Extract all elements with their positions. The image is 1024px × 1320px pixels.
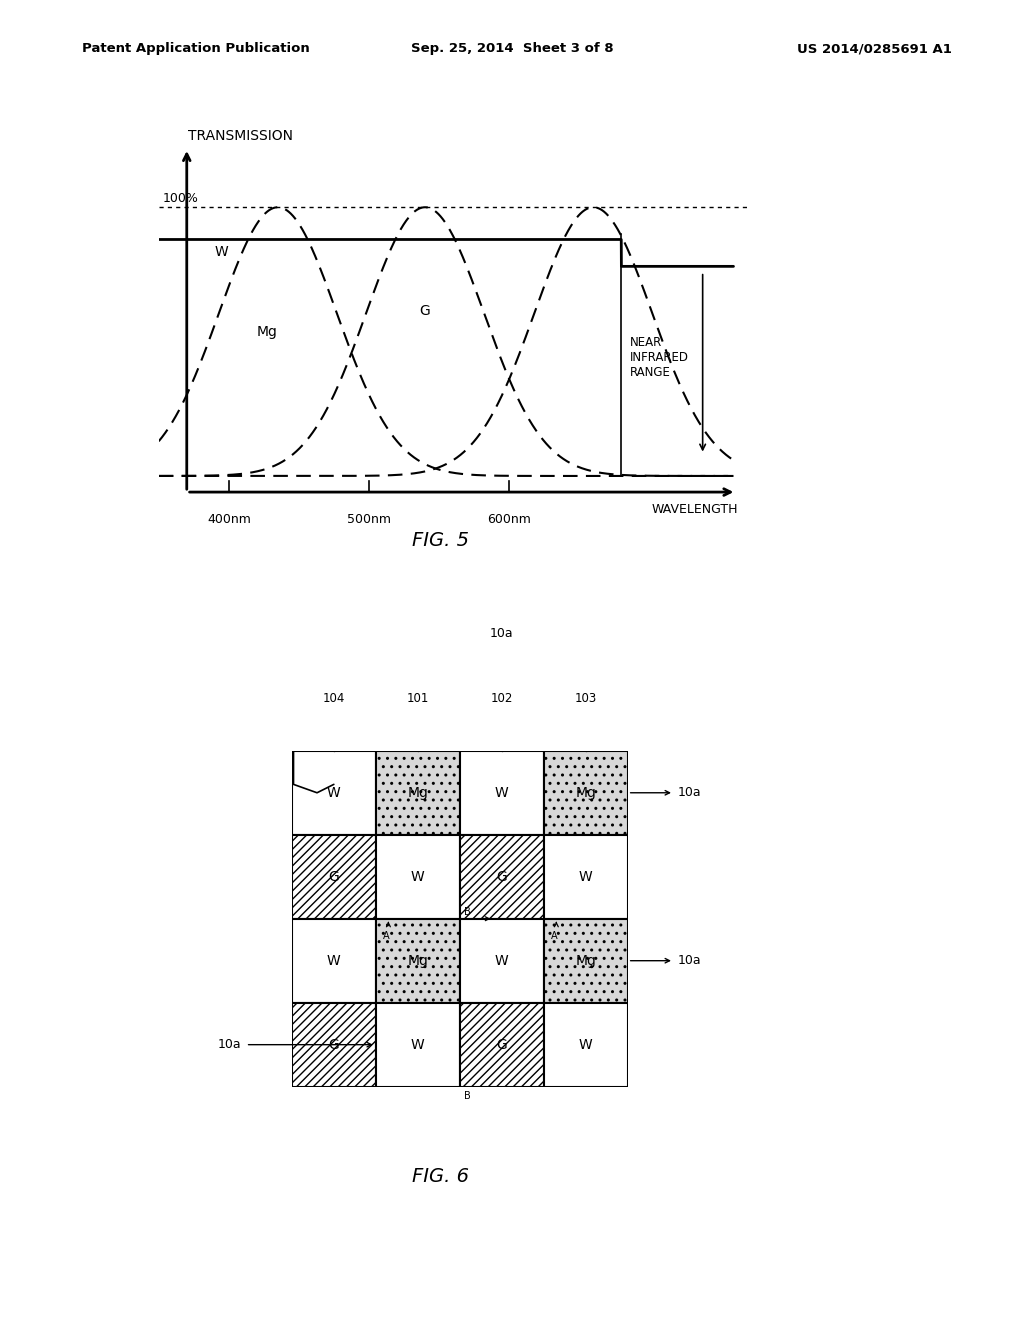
Text: W: W [327, 785, 341, 800]
Text: NEAR
INFRARED
RANGE: NEAR INFRARED RANGE [630, 337, 689, 379]
Bar [544, 834, 628, 919]
Text: W: W [327, 954, 341, 968]
Text: W: W [579, 1038, 593, 1052]
Text: B: B [464, 907, 471, 917]
Text: A: A [383, 931, 389, 941]
Text: W: W [495, 785, 509, 800]
Text: G: G [329, 1038, 339, 1052]
Bar [292, 834, 376, 919]
Text: G: G [497, 870, 507, 883]
Text: Mg: Mg [408, 785, 428, 800]
Text: 104: 104 [323, 692, 345, 705]
Bar [376, 1003, 460, 1086]
Text: Mg: Mg [575, 785, 596, 800]
Text: W: W [411, 1038, 425, 1052]
Text: G: G [420, 304, 430, 318]
Text: WAVELENGTH: WAVELENGTH [651, 503, 737, 516]
Text: A: A [551, 931, 557, 941]
Text: W: W [579, 870, 593, 883]
Text: TRANSMISSION: TRANSMISSION [188, 129, 293, 143]
Text: Mg: Mg [408, 954, 428, 968]
Bar [544, 919, 628, 1003]
Text: Patent Application Publication: Patent Application Publication [82, 42, 309, 55]
Bar [292, 1003, 376, 1086]
Text: Mg: Mg [575, 954, 596, 968]
Text: 10a: 10a [678, 787, 701, 800]
Bar [460, 1003, 544, 1086]
Text: FIG. 5: FIG. 5 [412, 531, 469, 549]
Text: W: W [215, 244, 228, 259]
Text: G: G [329, 870, 339, 883]
Text: Mg: Mg [256, 325, 278, 339]
Bar [376, 751, 460, 834]
Text: 102: 102 [490, 692, 513, 705]
Text: W: W [495, 954, 509, 968]
Bar [292, 919, 376, 1003]
Text: G: G [497, 1038, 507, 1052]
Text: 10a: 10a [678, 954, 701, 968]
Bar [544, 751, 628, 834]
Text: 100%: 100% [163, 191, 199, 205]
Text: FIG. 6: FIG. 6 [412, 1167, 469, 1185]
Bar [544, 1003, 628, 1086]
Bar [460, 919, 544, 1003]
Bar [292, 751, 376, 834]
Bar [376, 834, 460, 919]
Text: B: B [464, 1090, 471, 1101]
Text: 101: 101 [407, 692, 429, 705]
Text: Sep. 25, 2014  Sheet 3 of 8: Sep. 25, 2014 Sheet 3 of 8 [411, 42, 613, 55]
Text: 10a: 10a [218, 1038, 242, 1051]
Text: W: W [411, 870, 425, 883]
Bar [376, 919, 460, 1003]
Bar [460, 834, 544, 919]
Bar [460, 751, 544, 834]
Text: 103: 103 [574, 692, 597, 705]
Text: US 2014/0285691 A1: US 2014/0285691 A1 [798, 42, 952, 55]
Text: 10a: 10a [489, 627, 514, 640]
